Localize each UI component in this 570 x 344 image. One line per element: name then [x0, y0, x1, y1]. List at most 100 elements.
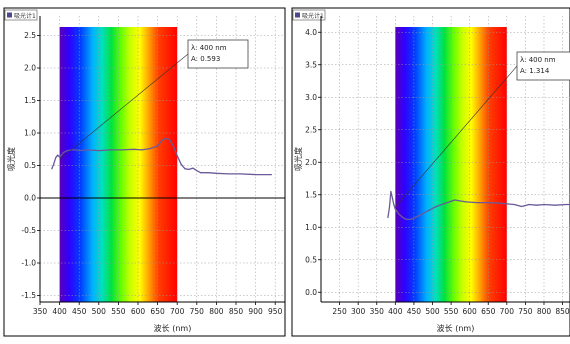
data-point — [172, 145, 174, 147]
data-point — [192, 167, 194, 169]
data-point — [435, 205, 437, 208]
x-tick-label: 650 — [481, 307, 496, 316]
data-point — [528, 203, 530, 206]
data-point — [196, 170, 198, 172]
data-point — [513, 203, 515, 206]
data-point — [121, 149, 123, 151]
right-spectrum-panel: 吸光计1 0.0 0.5 1.0 1.5 2.0 2.5 3.0 3.5 4.0 250 300 350… — [289, 0, 570, 340]
x-tick-label: 500 — [425, 307, 440, 316]
x-tick-label: 800 — [537, 307, 552, 316]
x-tick-label: 700 — [170, 307, 185, 316]
annotation-box — [516, 51, 570, 81]
data-point — [387, 216, 389, 219]
y-tick-label: 0.5 — [24, 161, 36, 170]
data-point — [180, 163, 182, 165]
data-point — [476, 202, 478, 204]
x-tick-label: 350 — [370, 307, 385, 316]
y-axis-title: 吸光度 — [6, 147, 16, 171]
data-point — [176, 155, 178, 157]
data-point — [66, 150, 68, 152]
y-tick-label: 0.0 — [24, 194, 36, 203]
y-axis-title: 吸光度 — [293, 147, 303, 171]
annotation-leader-line — [395, 65, 518, 208]
annotation-wavelength: λ: 400 nm — [520, 56, 556, 64]
data-point — [57, 154, 59, 156]
data-point — [536, 204, 538, 206]
y-tick-label: 2.0 — [24, 64, 36, 73]
data-point — [184, 168, 186, 170]
x-axis-title: 波长 (nm) — [437, 323, 475, 333]
data-point — [565, 203, 567, 206]
chart-tab-label: 吸光计1 — [14, 12, 36, 20]
data-point — [255, 174, 257, 176]
annotation-absorbance: A: 1.314 — [520, 67, 550, 75]
y-tick-label: 1.5 — [24, 96, 36, 105]
left-spectrum-chart: 吸光计1 -1.5 -1.0 -0.5 0.0 0.5 1.0 1.5 2.0 2.5 350 400… — [3, 7, 286, 337]
data-point — [208, 172, 210, 174]
right-spectrum-chart: 吸光计1 0.0 0.5 1.0 1.5 2.0 2.5 3.0 3.5 4.0 250 300 350… — [291, 7, 570, 337]
y-tick-label: 2.0 — [305, 158, 317, 167]
data-point — [157, 145, 159, 147]
data-point — [405, 218, 408, 220]
y-tick-label: 3.0 — [305, 93, 317, 102]
data-point — [160, 140, 163, 142]
y-tick-label: -1.5 — [21, 291, 36, 300]
y-tick-label: 0.0 — [305, 288, 317, 297]
data-point — [457, 200, 460, 202]
data-point — [149, 148, 151, 150]
x-tick-label: 700 — [500, 307, 515, 316]
data-point — [390, 190, 392, 193]
y-tick-label: 0.5 — [305, 255, 317, 264]
annotation-wavelength: λ: 400 nm — [191, 44, 227, 52]
annotation-leader-line — [59, 53, 189, 160]
x-tick-label: 850 — [555, 307, 570, 316]
x-tick-label: 350 — [33, 307, 48, 316]
data-point — [86, 149, 88, 151]
data-point — [543, 203, 545, 206]
data-point — [409, 218, 411, 220]
x-tick-label: 900 — [248, 307, 263, 316]
x-tick-label: 400 — [52, 307, 67, 316]
x-tick-label: 750 — [190, 307, 205, 316]
x-tick-label: 650 — [150, 307, 165, 316]
data-point — [428, 209, 430, 211]
data-point — [59, 156, 61, 158]
data-point — [487, 202, 489, 204]
data-point — [498, 202, 500, 204]
y-tick-label: -1.0 — [21, 259, 36, 268]
data-point — [215, 172, 217, 174]
data-point — [394, 208, 396, 210]
data-point — [393, 203, 395, 206]
data-point — [227, 173, 229, 175]
x-tick-label: 600 — [131, 307, 146, 316]
y-tick-label: 2.5 — [24, 31, 36, 40]
series-group — [387, 190, 570, 221]
chart-tab: 吸光计1 — [292, 9, 326, 21]
data-point — [164, 137, 166, 139]
annotation-absorbance: A: 0.593 — [191, 55, 220, 63]
data-point — [388, 207, 390, 209]
x-tick-label: 300 — [351, 307, 366, 316]
data-point — [398, 213, 400, 215]
data-point — [391, 197, 393, 199]
data-point — [521, 205, 523, 208]
data-point — [74, 149, 76, 151]
x-tick-label: 450 — [407, 307, 422, 316]
y-tick-label: 1.0 — [24, 129, 36, 138]
chart-tab: 吸光计1 — [4, 9, 38, 21]
tab-icon — [295, 12, 300, 18]
data-point — [188, 168, 190, 170]
x-tick-label: 600 — [462, 307, 477, 316]
data-point — [53, 163, 55, 165]
data-point — [239, 173, 241, 175]
data-point — [200, 172, 202, 174]
data-point — [55, 157, 57, 159]
data-point — [454, 199, 456, 201]
data-point — [270, 174, 272, 176]
x-tick-label: 850 — [229, 307, 244, 316]
data-point — [402, 216, 404, 219]
x-tick-label: 950 — [268, 307, 283, 316]
data-point — [110, 149, 112, 151]
x-tick-label: 500 — [92, 307, 107, 316]
data-point — [413, 217, 415, 219]
